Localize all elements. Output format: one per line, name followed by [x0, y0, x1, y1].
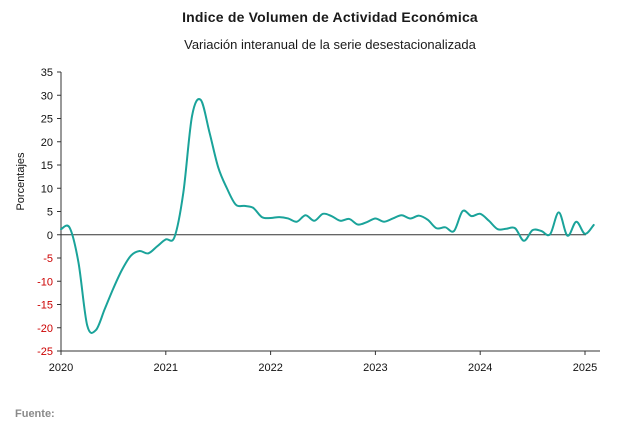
y-tick-label: 25	[41, 114, 53, 126]
y-axis: 35 30 25 20 15 10 5 0 -5 -10 -15 -20 -25	[37, 67, 62, 358]
x-tick-label: 2025	[573, 362, 597, 374]
x-axis: 2020 2021 2022 2023 2024 2025	[49, 350, 600, 374]
x-tick-label: 2021	[154, 362, 178, 374]
y-tick-label: 10	[41, 183, 53, 195]
y-tick-label: 20	[41, 137, 53, 149]
x-tick-label: 2023	[363, 362, 387, 374]
y-tick-label: -10	[37, 276, 53, 288]
y-tick-label: 15	[41, 160, 53, 172]
y-tick-label: 0	[47, 230, 53, 242]
y-tick-label: -15	[37, 300, 53, 312]
y-tick-label: 30	[41, 90, 53, 102]
x-tick-label: 2022	[258, 362, 282, 374]
source-label: Fuente:	[15, 408, 55, 420]
y-tick-label: 5	[47, 207, 53, 219]
y-tick-label: -20	[37, 323, 53, 335]
chart-title: Indice de Volumen de Actividad Económica	[182, 9, 478, 25]
y-tick-label: 35	[41, 67, 53, 79]
series-line	[60, 98, 595, 334]
y-axis-label: Porcentajes	[15, 152, 27, 211]
chart-subtitle: Variación interanual de la serie desesta…	[184, 37, 476, 52]
x-tick-label: 2024	[468, 362, 492, 374]
x-tick-label: 2020	[49, 362, 73, 374]
y-tick-label: -25	[37, 346, 53, 358]
y-tick-label: -5	[43, 253, 53, 265]
